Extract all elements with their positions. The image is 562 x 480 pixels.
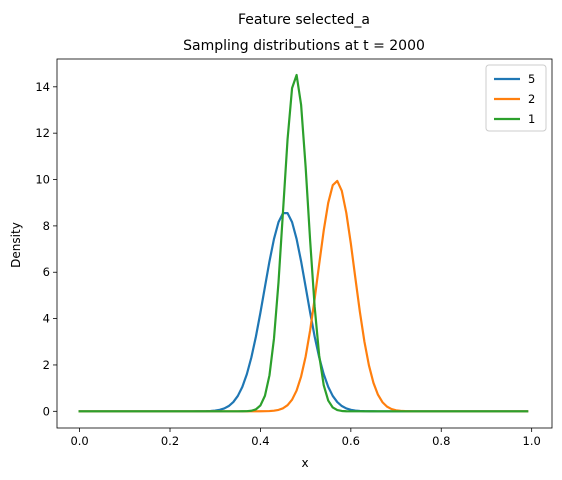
legend: 5 2 1 xyxy=(485,64,547,132)
series-line-1 xyxy=(78,73,529,413)
x-tick-label: 1.0 xyxy=(523,434,541,448)
series-line-5 xyxy=(78,212,529,413)
y-tick-label: 12 xyxy=(35,126,50,140)
y-tick-label: 6 xyxy=(43,265,50,279)
y-tick-label: 14 xyxy=(35,80,50,94)
x-tick-label: 0.0 xyxy=(70,434,88,448)
x-tick-label: 0.4 xyxy=(251,434,269,448)
y-axis-label: Density xyxy=(9,222,23,268)
chart-suptitle: Feature selected_a xyxy=(238,12,370,28)
y-tick-label: 8 xyxy=(43,219,50,233)
x-tick-label: 0.6 xyxy=(342,434,360,448)
x-tick-label: 0.8 xyxy=(432,434,450,448)
series-line-2 xyxy=(78,179,529,413)
legend-label-1: 1 xyxy=(528,112,535,126)
plot-area: 0.0 0.2 0.4 0.6 0.8 1.0 0 2 4 6 8 10 12 14 5 2 1 xyxy=(35,58,553,448)
y-tick-label: 4 xyxy=(43,312,50,326)
axes-frame xyxy=(56,58,553,429)
legend-label-2: 2 xyxy=(528,92,535,106)
y-tick-label: 10 xyxy=(35,173,50,187)
y-tick-label: 0 xyxy=(43,404,50,418)
chart-title: Sampling distributions at t = 2000 xyxy=(183,38,425,54)
legend-label-5: 5 xyxy=(528,72,535,86)
x-axis-label: x xyxy=(301,456,308,470)
x-tick-label: 0.2 xyxy=(161,434,179,448)
y-tick-label: 2 xyxy=(43,358,50,372)
